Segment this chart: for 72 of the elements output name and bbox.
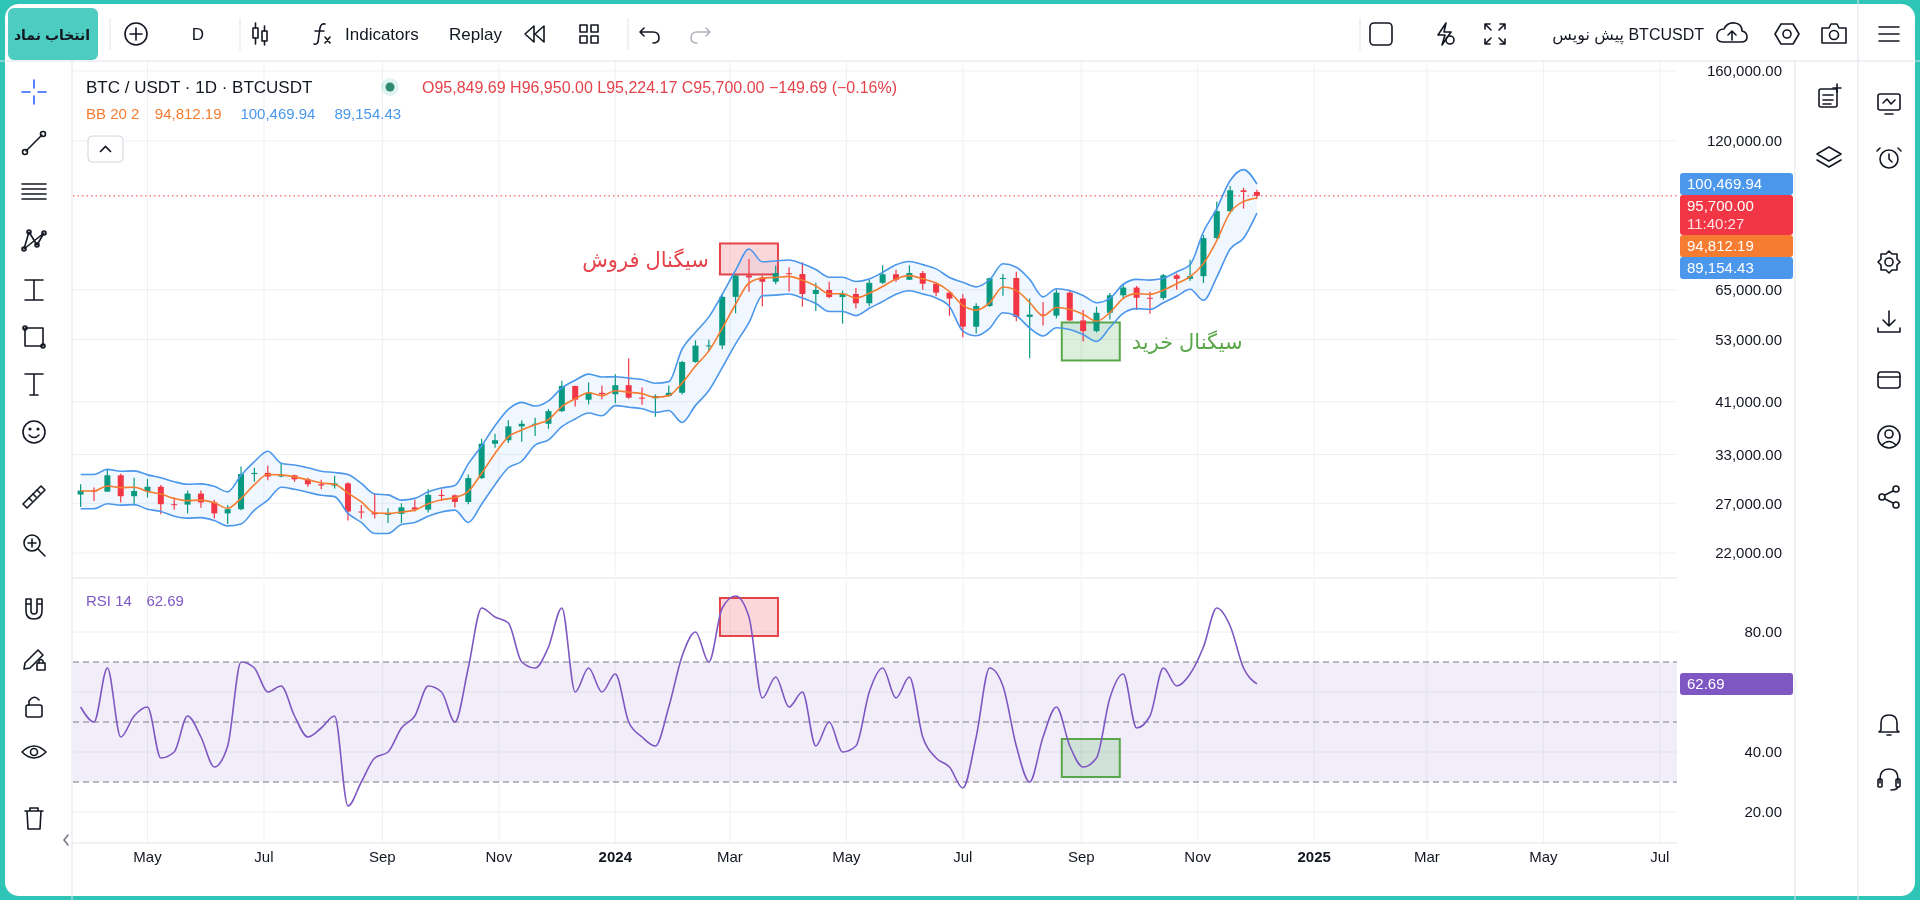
candlestick [732, 274, 739, 314]
candlestick [879, 264, 886, 285]
line-series [79, 595, 1258, 807]
x-tick-label: May [133, 848, 163, 865]
text: 11:40:27 [1687, 215, 1745, 233]
text: BTC / USDT · 1D · BTCUSDT [86, 78, 313, 97]
x-tick-label: May [1529, 848, 1558, 865]
x-tick-label: 2024 [598, 848, 633, 865]
y-tick-label: 22,000.00 [1715, 544, 1782, 562]
y-tick-label: 53,000.00 [1715, 330, 1782, 348]
candlestick [385, 507, 392, 524]
text: BTCUSDT پیش نویس [1552, 26, 1705, 45]
text: Indicators [345, 25, 419, 44]
annotation: 100,469.94 [240, 105, 316, 122]
candlestick [999, 273, 1006, 297]
x-tick-label: Jul [254, 848, 274, 865]
x-tick-label: Jul [953, 848, 973, 865]
candlestick [224, 504, 231, 525]
candlestick [492, 433, 499, 449]
text: D [191, 25, 205, 44]
text: 94,812.19 [1687, 237, 1754, 255]
candlestick [465, 473, 472, 505]
annotation: 89,154.43 [334, 105, 402, 122]
y-tick-label: 120,000.00 [1706, 132, 1782, 150]
y-tick-label: 41,000.00 [1715, 393, 1782, 411]
candlestick [745, 258, 752, 293]
ref-line-label: 95,700.00 [1687, 197, 1754, 215]
candlestick [946, 290, 953, 317]
annotation: سیگنال فروش [582, 247, 709, 272]
x-tick-label: Nov [485, 848, 513, 865]
candlestick [184, 489, 191, 514]
y-tick-label: 65,000.00 [1715, 281, 1782, 299]
x-tick-label: Mar [1413, 848, 1440, 865]
x-tick-label: Sep [368, 848, 396, 865]
x-tick-label: Jul [1650, 848, 1670, 865]
x-tick-label: Mar [716, 848, 743, 865]
annotation: سیگنال خرید [1131, 330, 1243, 355]
text: 100,469.94 [1687, 175, 1763, 193]
candlestick [1146, 291, 1153, 315]
candlestick [799, 261, 806, 308]
text: BB 20 2 [86, 105, 140, 122]
candlestick [1093, 306, 1100, 334]
candlestick [117, 473, 124, 503]
candlestick [772, 265, 779, 285]
candlestick [1080, 309, 1087, 343]
candlestick [625, 357, 632, 400]
y-tick-label: 27,000.00 [1715, 494, 1782, 512]
text: O95,849.69 H96,950.00 L95,224.17 C95,700.00 −149.69 (−0.16%) [422, 79, 898, 96]
candlestick [1227, 185, 1234, 213]
x-tick-label: Sep [1067, 848, 1095, 865]
y-tick-label: 20.00 [1744, 803, 1782, 821]
candlestick [812, 282, 819, 312]
candlestick [1053, 289, 1060, 319]
x-tick-label: Nov [1184, 848, 1212, 865]
x-tick-label: 2025 [1297, 848, 1331, 865]
annotation: 62.69 [146, 592, 184, 609]
candlestick [786, 266, 793, 293]
y-tick-label: 33,000.00 [1715, 445, 1782, 463]
candlestick [131, 477, 138, 505]
y-tick-label: 80.00 [1744, 623, 1782, 641]
text: انتخاب نماد [13, 27, 91, 43]
candlestick [692, 339, 699, 364]
x-tick-label: May [832, 848, 862, 865]
text: RSI 14 [86, 592, 132, 609]
text: 89,154.43 [1687, 259, 1754, 277]
annotation: 94,812.19 [154, 105, 222, 122]
y-tick-label: 40.00 [1744, 743, 1782, 761]
y-tick-label: 160,000.00 [1706, 62, 1782, 80]
text: 62.69 [1687, 674, 1725, 692]
candlestick [639, 386, 646, 406]
candlestick [973, 302, 980, 335]
text: Replay [449, 25, 503, 44]
